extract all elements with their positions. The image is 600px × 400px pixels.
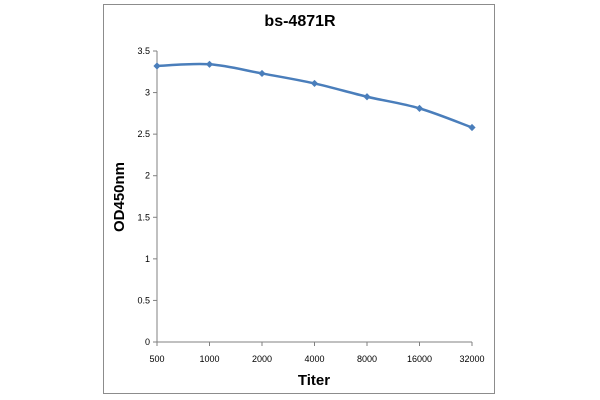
y-tick-label: 0.5 [137,295,150,305]
x-tick-label: 4000 [304,354,324,364]
x-tick-label: 8000 [357,354,377,364]
y-tick-label: 1.5 [137,212,150,222]
x-tick-label: 16000 [407,354,432,364]
y-tick-label: 3.5 [137,46,150,56]
y-tick-label: 2.5 [137,129,150,139]
x-tick-label: 1000 [199,354,219,364]
y-tick-label: 3 [145,88,150,98]
series-markers [153,60,476,132]
y-tick-label: 2 [145,171,150,181]
data-point [363,93,371,101]
x-axis-label: Titer [298,372,330,389]
chart-title: bs-4871R [264,13,336,30]
data-point [310,79,319,88]
series-line [156,62,473,129]
y-tick-label: 0 [145,337,150,347]
x-tick-label: 500 [149,354,164,364]
data-point [468,123,476,132]
data-point [205,60,214,68]
x-ticks: 500 1000 2000 4000 8000 16000 32000 [149,342,485,364]
x-tick-label: 2000 [252,354,272,364]
y-ticks: 0 0.5 1 1.5 2 2.5 3 3.5 [137,46,157,347]
x-tick-label: 32000 [459,354,484,364]
data-point [153,62,161,70]
y-axis-label: OD450nm [111,162,128,232]
chart-frame [103,4,495,394]
data-point [258,69,266,78]
data-point [415,104,424,112]
y-tick-label: 1 [145,254,150,264]
